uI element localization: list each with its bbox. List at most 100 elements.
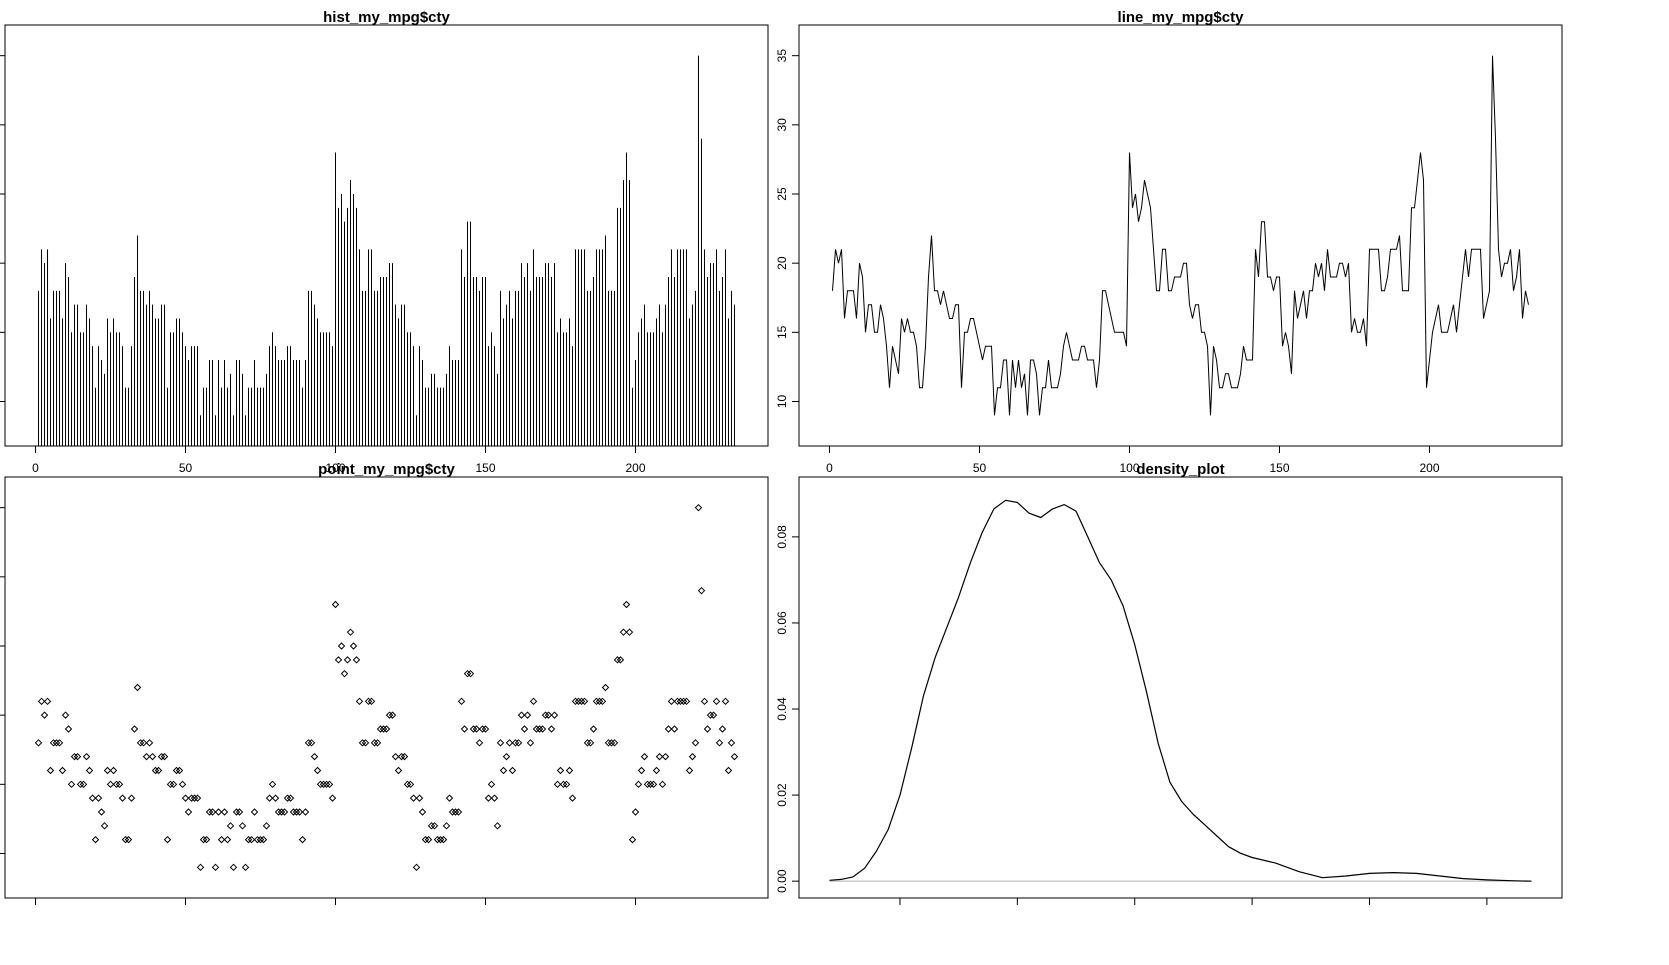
point-marker (205, 808, 214, 816)
density-title: density_plot (1136, 461, 1224, 478)
point-marker (643, 780, 652, 789)
point-marker (145, 739, 154, 747)
point-marker (346, 628, 355, 636)
point-marker (700, 697, 709, 706)
point-marker (598, 697, 607, 706)
point-marker (256, 835, 265, 844)
point-marker (325, 780, 334, 789)
point-marker (676, 697, 685, 706)
point-marker (541, 711, 550, 719)
point-marker (103, 766, 112, 775)
point-marker (166, 780, 175, 789)
point-marker (226, 822, 235, 830)
hist-x-tick-label: 50 (179, 461, 193, 475)
hist-panel: hist_my_mpg$cty 0 50 100 150 200 (0, 9, 769, 475)
point-marker (721, 697, 730, 706)
point-marker (622, 600, 631, 609)
point-marker (304, 739, 313, 747)
point-marker (232, 808, 241, 816)
point-marker (352, 656, 361, 664)
point-marker (337, 642, 346, 650)
point-marker (553, 780, 562, 789)
point-marker (478, 725, 487, 733)
line-series-path (832, 55, 1529, 416)
point-marker (295, 808, 304, 816)
point-marker (400, 752, 409, 761)
point-marker (139, 739, 148, 747)
point-marker (343, 656, 352, 664)
point-marker (649, 780, 658, 789)
point-marker (280, 808, 289, 816)
point-marker (634, 780, 643, 789)
point-marker (82, 752, 91, 761)
point-marker (310, 752, 319, 761)
point-marker (670, 725, 679, 733)
point-marker (469, 725, 478, 733)
density-axes: 0.00 0.02 0.04 0.06 0.08 (775, 525, 1488, 905)
line-series (832, 55, 1529, 416)
point-marker (685, 766, 694, 775)
point-marker (439, 835, 448, 844)
point-marker (115, 780, 124, 789)
point-markers (34, 503, 739, 872)
point-marker (406, 780, 415, 789)
point-marker (241, 863, 250, 872)
point-marker (220, 808, 229, 816)
point-marker (694, 503, 703, 512)
point-marker (724, 766, 733, 775)
line-x-tick-label: 200 (1419, 461, 1439, 475)
point-marker (391, 752, 400, 761)
point-marker (610, 739, 619, 747)
density-line (829, 499, 1532, 882)
point-marker (187, 794, 196, 802)
point-marker (727, 739, 736, 747)
point-marker (313, 766, 322, 775)
point-marker (709, 711, 718, 719)
point-marker (568, 794, 577, 802)
point-marker (613, 656, 622, 664)
point-marker (184, 808, 193, 816)
point-marker (415, 794, 424, 802)
point-marker (67, 780, 76, 789)
point-marker (91, 835, 100, 844)
point-marker (505, 739, 514, 747)
point-marker (484, 794, 493, 802)
point-marker (535, 725, 544, 733)
point-marker (271, 794, 280, 802)
line-y-tick-label: 15 (775, 325, 789, 339)
point-marker (715, 739, 724, 747)
point-marker (472, 725, 481, 733)
point-marker (412, 863, 421, 872)
point-marker (127, 794, 136, 802)
line-plot-frame (798, 24, 1563, 447)
point-marker (661, 752, 670, 761)
point-marker (73, 752, 82, 761)
point-marker (235, 808, 244, 816)
point-marker (418, 808, 427, 816)
point-marker (625, 628, 634, 636)
point-marker (283, 794, 292, 802)
point-marker (328, 794, 337, 802)
point-marker (595, 697, 604, 706)
point-marker (334, 656, 343, 664)
point-marker (133, 683, 142, 692)
point-marker (511, 739, 520, 747)
point-marker (130, 725, 139, 733)
point-marker (601, 683, 610, 692)
point-marker (589, 725, 598, 733)
point-marker (100, 822, 109, 830)
point-marker (520, 725, 529, 733)
point-marker (88, 794, 97, 802)
point-marker (52, 739, 61, 747)
density-plot-frame (798, 476, 1563, 899)
point-marker (94, 794, 103, 802)
line-panel: line_my_mpg$cty 0 50 100 150 200 10 15 20 25 30 35 (775, 9, 1563, 475)
point-marker (70, 752, 79, 761)
point-marker (604, 739, 613, 747)
line-x-tick-label: 0 (826, 461, 833, 475)
point-marker (499, 766, 508, 775)
density-curve (829, 499, 1532, 882)
point-marker (682, 697, 691, 706)
point-marker (154, 766, 163, 775)
density-y-tick-label: 0.04 (775, 697, 789, 721)
